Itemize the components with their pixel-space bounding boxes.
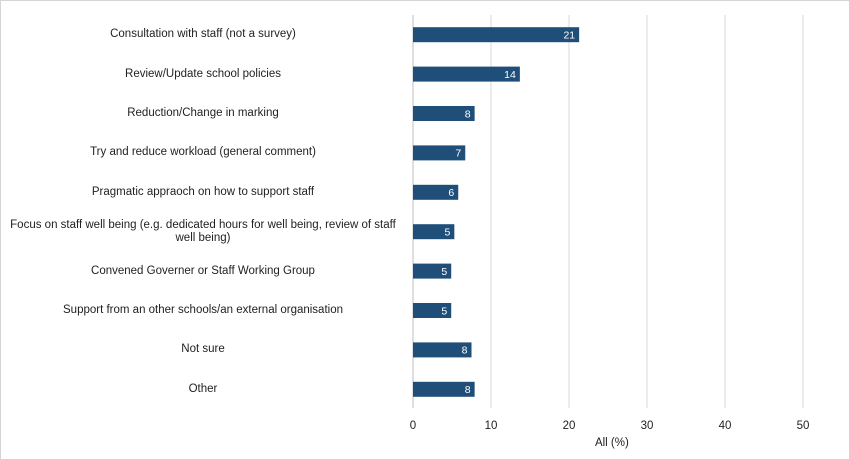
category-label: Convened Governer or Staff Working Group	[91, 264, 315, 277]
data-label: 5	[441, 305, 447, 317]
data-label: 5	[444, 227, 450, 239]
x-tick-label: 50	[797, 420, 810, 432]
category-label: Other	[188, 382, 218, 395]
bar	[413, 106, 475, 121]
bar	[413, 224, 455, 240]
bar	[413, 27, 580, 43]
x-tick-label: 30	[641, 420, 654, 432]
x-axis-title: All (%)	[595, 437, 629, 449]
data-label: 5	[441, 266, 447, 278]
bar	[413, 381, 475, 397]
category-label: Support from an other schools/an externa…	[63, 304, 343, 316]
data-label: 14	[504, 69, 516, 81]
x-tick-label: 0	[410, 420, 416, 432]
category-label: Focus on staff well being (e.g. dedicate…	[10, 218, 396, 244]
category-label: Try and reduce workload (general comment…	[90, 146, 316, 159]
x-tick-label: 20	[563, 420, 576, 432]
data-label: 7	[455, 148, 461, 160]
bar	[413, 263, 452, 279]
x-tick-label: 10	[485, 420, 498, 432]
data-label: 21	[563, 30, 575, 42]
x-tick-label: 40	[719, 420, 732, 432]
data-label: 8	[465, 384, 471, 396]
bar	[413, 303, 452, 318]
category-label: Review/Update school policies	[125, 67, 281, 80]
bar	[413, 184, 459, 200]
bar	[413, 145, 466, 161]
bar	[413, 342, 472, 358]
category-label: Reduction/Change in marking	[127, 107, 279, 119]
bar	[413, 66, 520, 82]
category-label: Not sure	[181, 343, 225, 356]
data-label: 8	[462, 345, 468, 357]
category-label: Pragmatic appraoch on how to support sta…	[91, 185, 315, 198]
data-label: 6	[448, 187, 454, 199]
category-label: Consultation with staff (not a survey)	[110, 28, 296, 41]
data-label: 8	[465, 108, 471, 120]
